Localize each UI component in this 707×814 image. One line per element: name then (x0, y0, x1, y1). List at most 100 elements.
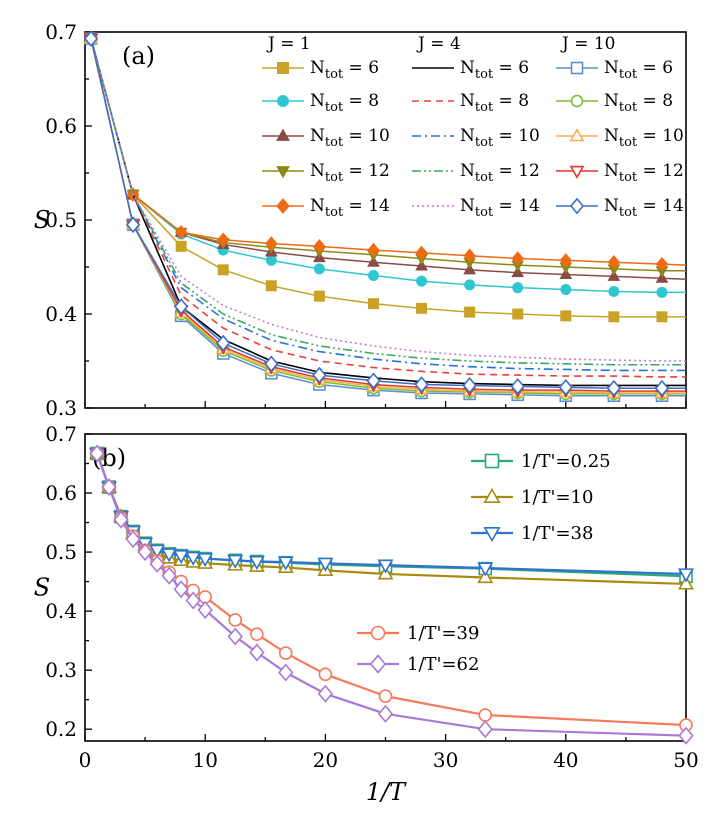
data-point (197, 600, 213, 619)
data-point (227, 627, 243, 646)
data-point (265, 254, 277, 266)
panel-a: 0.3 0.4 0.5 0.6 0.7 S (a) J = 1 Ntot = 6 Ntot = 8… (34, 20, 687, 420)
data-point (125, 530, 141, 549)
legend-label: 1/T'=39 (407, 623, 479, 644)
legend-label: Ntot = 6 (604, 58, 673, 82)
data-point (656, 311, 668, 323)
data-point (366, 372, 381, 390)
data-point (478, 708, 493, 722)
data-point (149, 544, 166, 559)
data-point (318, 667, 333, 682)
data-point (415, 245, 428, 261)
y-axis-label: S (34, 574, 50, 602)
legend-group-title: J = 1 (266, 34, 311, 54)
legend-marker (569, 197, 585, 215)
series-line (90, 38, 687, 266)
data-point (511, 251, 524, 266)
data-point (175, 240, 187, 252)
data-point (608, 311, 620, 323)
legend-marker (570, 61, 584, 75)
data-point (250, 627, 264, 641)
y-tick-label: 0.7 (45, 20, 77, 44)
data-point (277, 556, 294, 571)
x-tick-label: 40 (553, 748, 578, 772)
series-line (90, 38, 686, 395)
data-point (313, 263, 325, 275)
y-tick-label: 0.5 (45, 540, 77, 564)
y-tick-label: 0.6 (45, 481, 77, 505)
y-axis-label: S (34, 206, 50, 234)
series-line (90, 38, 686, 392)
legend-label: Ntot = 12 (310, 161, 390, 185)
legend-label: 1/T'=62 (407, 654, 479, 675)
legend-marker (484, 453, 500, 469)
data-point (161, 566, 177, 585)
data-point (512, 308, 524, 320)
y-tick-label: 0.3 (45, 396, 77, 420)
legend-marker (483, 487, 501, 504)
data-point (113, 510, 129, 529)
data-point (377, 704, 394, 723)
data-point (464, 279, 476, 291)
data-point (83, 30, 99, 47)
data-point (197, 552, 214, 568)
legend-label: Ntot = 8 (604, 91, 673, 115)
data-point (477, 720, 493, 739)
data-point (606, 379, 621, 397)
data-point (217, 232, 230, 248)
data-point (173, 550, 190, 565)
data-point (678, 575, 694, 590)
x-axis-label: 1/T (366, 778, 407, 806)
data-point (559, 253, 572, 268)
legend-label: Ntot = 12 (604, 161, 684, 185)
data-point (678, 568, 694, 583)
legend-marker (276, 198, 290, 214)
panel-label: (a) (122, 42, 155, 70)
data-point (560, 284, 572, 296)
data-point (265, 236, 278, 251)
data-point (655, 256, 669, 272)
data-point (510, 377, 525, 395)
legend-label: Ntot = 8 (460, 91, 529, 115)
data-point (248, 555, 265, 571)
legend-group-title: J = 10 (560, 34, 616, 54)
data-point (462, 377, 477, 394)
y-tick-label: 0.2 (45, 717, 77, 741)
data-point (608, 285, 620, 297)
legend-label: Ntot = 10 (460, 126, 540, 150)
legend-label: Ntot = 10 (604, 126, 684, 150)
legend-marker (570, 94, 584, 108)
y-tick-label: 0.3 (45, 658, 77, 682)
legend-label: Ntot = 12 (460, 161, 540, 185)
data-point (607, 255, 621, 270)
legend-label: Ntot = 14 (310, 196, 390, 220)
data-point (185, 591, 201, 610)
y-tick-label: 0.6 (45, 114, 77, 138)
data-point (137, 543, 153, 562)
data-point (477, 562, 494, 577)
series-line (90, 38, 686, 390)
data-point (313, 290, 325, 302)
legend-label: Ntot = 6 (460, 58, 529, 82)
legend-label: Ntot = 14 (604, 196, 684, 220)
legend-marker (276, 128, 290, 141)
data-point (656, 286, 668, 298)
legend-marker (569, 128, 585, 142)
y-tick-label: 0.4 (45, 599, 77, 623)
legend-label: Ntot = 14 (460, 196, 540, 220)
legend-marker (277, 62, 289, 74)
data-point (264, 355, 279, 373)
data-point (101, 478, 117, 497)
data-point (414, 376, 429, 393)
legend-label: 1/T'=10 (521, 487, 593, 508)
data-point (278, 663, 294, 682)
x-tick-label: 30 (433, 748, 458, 772)
y-tick-label: 0.5 (45, 208, 77, 232)
data-point (175, 224, 188, 240)
data-point (312, 366, 327, 384)
legend-label: Ntot = 8 (310, 91, 379, 115)
data-point (558, 378, 573, 396)
data-point (560, 310, 572, 322)
series-line (90, 38, 686, 394)
